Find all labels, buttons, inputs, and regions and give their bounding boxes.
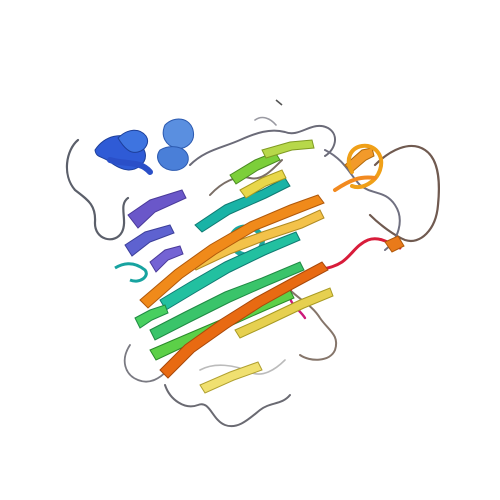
strand-green-4 bbox=[229, 151, 281, 185]
purple-strands bbox=[124, 189, 187, 273]
strand-yellow-3 bbox=[199, 361, 263, 394]
coil-loop-left bbox=[65, 138, 130, 241]
red-coil-1 bbox=[288, 237, 402, 300]
helix-lightblue-2 bbox=[157, 146, 189, 171]
helix-blue-ribbon bbox=[107, 157, 153, 175]
orange-strands bbox=[139, 143, 405, 379]
coil-loop-bottom-left bbox=[123, 344, 169, 383]
orange-loop-right bbox=[346, 143, 384, 189]
strand-yellow-2 bbox=[234, 287, 334, 339]
coil-loop-top bbox=[189, 125, 336, 166]
teal-strands bbox=[114, 177, 301, 311]
yellow-strands bbox=[189, 139, 334, 394]
coil-loop-right2 bbox=[324, 149, 401, 251]
fragment-top bbox=[275, 99, 283, 106]
teal-coil bbox=[114, 262, 148, 283]
coil-loop-bottom bbox=[164, 384, 291, 428]
strand-teal-2 bbox=[159, 231, 301, 311]
strand-yellow-1 bbox=[239, 169, 287, 199]
blue-helices bbox=[94, 118, 195, 175]
coil-loop-gray-top bbox=[254, 116, 277, 126]
helix-lightblue-1 bbox=[162, 118, 195, 149]
orange-turn bbox=[333, 175, 377, 192]
strand-green-2 bbox=[134, 304, 169, 329]
strand-purple-3 bbox=[149, 245, 184, 273]
coil-loops bbox=[65, 116, 441, 428]
strand-green-1 bbox=[149, 261, 305, 341]
helix-blue-2 bbox=[117, 129, 149, 153]
strand-orange-2 bbox=[159, 261, 329, 379]
orange-small-right bbox=[384, 235, 405, 253]
strand-yellowgreen-1 bbox=[261, 139, 315, 159]
strand-purple-1 bbox=[127, 189, 187, 229]
strand-teal-1 bbox=[194, 177, 291, 233]
coil-loop-upper-mid bbox=[209, 159, 283, 196]
strand-purple-2 bbox=[124, 224, 175, 257]
strand-yellow-4 bbox=[189, 209, 325, 271]
strand-orange-1 bbox=[139, 194, 325, 309]
coil-loop-right bbox=[368, 144, 441, 243]
